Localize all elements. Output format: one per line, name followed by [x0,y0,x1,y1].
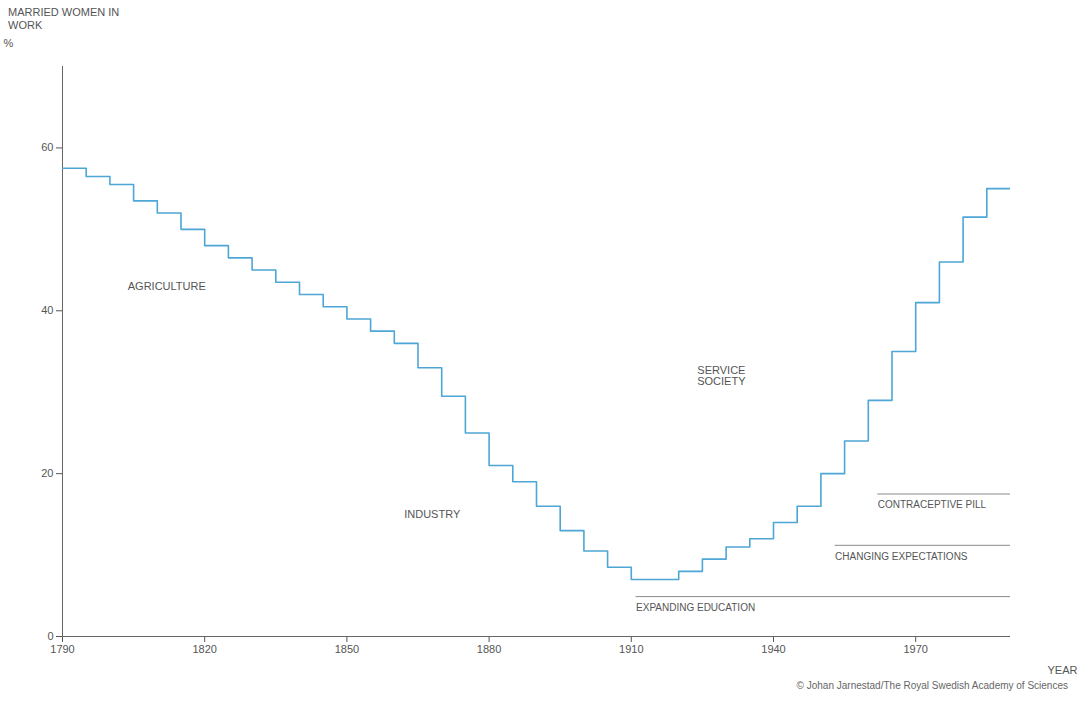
svg-text:INDUSTRY: INDUSTRY [404,508,461,520]
svg-text:1970: 1970 [903,643,927,655]
svg-text:CONTRACEPTIVE PILL: CONTRACEPTIVE PILL [878,499,987,510]
svg-text:1820: 1820 [192,643,216,655]
svg-text:CHANGING EXPECTATIONS: CHANGING EXPECTATIONS [835,551,968,562]
svg-text:0: 0 [47,630,53,642]
svg-text:EXPANDING EDUCATION: EXPANDING EDUCATION [636,602,755,613]
svg-text:20: 20 [41,467,53,479]
svg-text:1790: 1790 [50,643,74,655]
html-text:© Johan Jarnestad/The Royal Sw: © Johan Jarnestad/The Royal Swedish Acad… [796,680,1068,691]
svg-text:1940: 1940 [761,643,785,655]
svg-text:YEAR: YEAR [1048,664,1078,676]
svg-text:SERVICESOCIETY: SERVICESOCIETY [697,364,746,387]
svg-text:%: % [4,37,14,49]
svg-text:1850: 1850 [335,643,359,655]
svg-text:1880: 1880 [477,643,501,655]
svg-text:AGRICULTURE: AGRICULTURE [128,280,206,292]
svg-text:40: 40 [41,304,53,316]
svg-text:1910: 1910 [619,643,643,655]
svg-text:60: 60 [41,141,53,153]
html-text:MARRIED WOMEN IN WORK: MARRIED WOMEN IN WORK [8,6,120,31]
